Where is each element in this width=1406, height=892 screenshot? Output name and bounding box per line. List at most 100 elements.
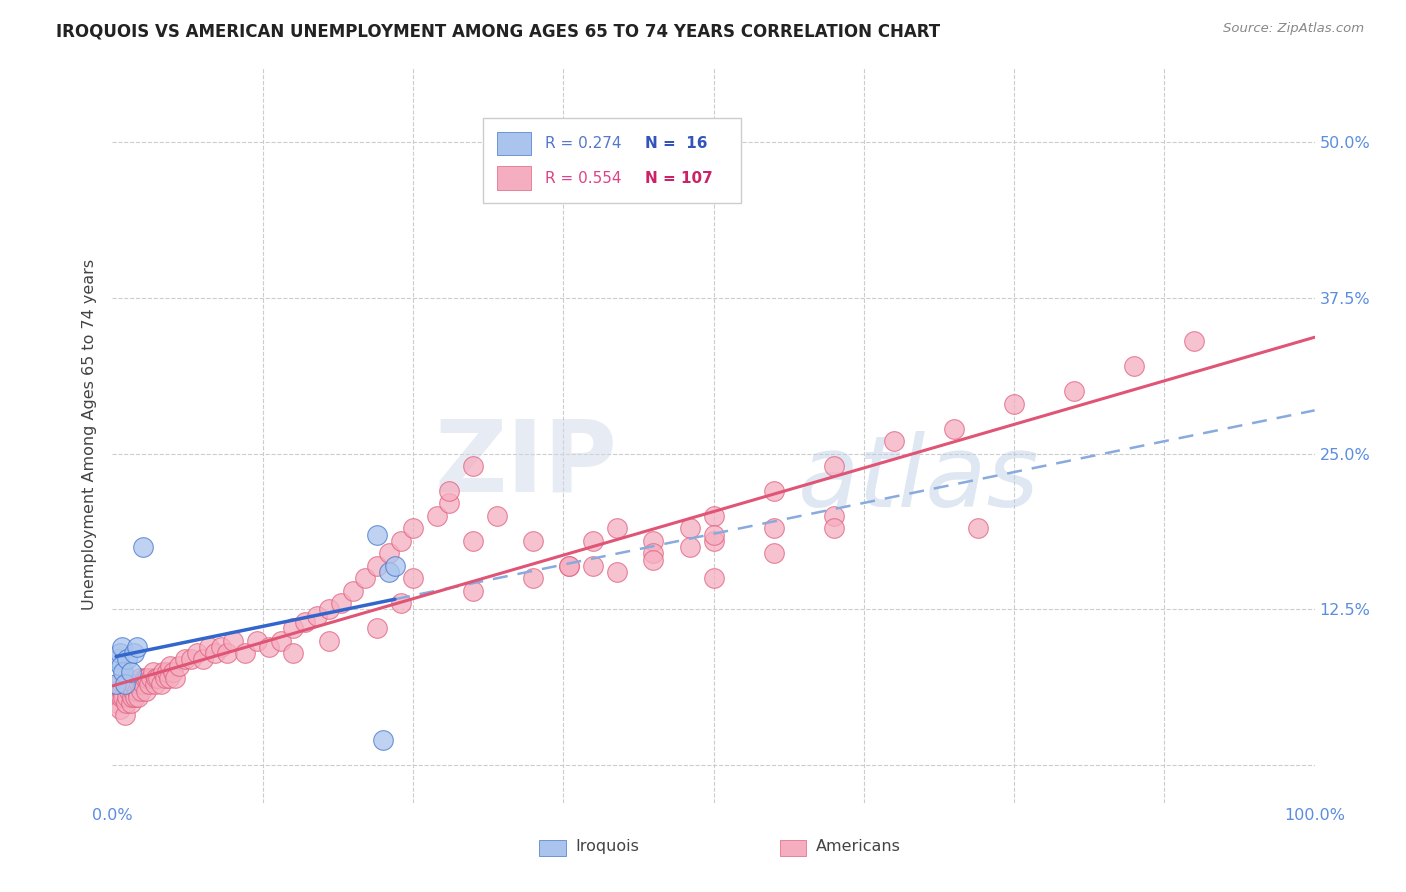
- Point: [127, 690, 149, 704]
- Point: [606, 521, 628, 535]
- Point: [191, 652, 214, 666]
- Point: [643, 546, 665, 560]
- FancyBboxPatch shape: [498, 166, 531, 190]
- Text: atlas: atlas: [797, 431, 1039, 527]
- Point: [112, 690, 135, 704]
- Point: [643, 552, 665, 566]
- Point: [143, 677, 166, 691]
- Point: [105, 696, 128, 710]
- Point: [120, 665, 142, 679]
- Point: [823, 458, 845, 473]
- Point: [136, 671, 159, 685]
- Point: [389, 533, 412, 548]
- Point: [384, 558, 406, 573]
- Point: [883, 434, 905, 448]
- Point: [159, 658, 181, 673]
- Point: [110, 690, 132, 704]
- Point: [678, 540, 700, 554]
- Point: [186, 646, 208, 660]
- Point: [107, 652, 129, 666]
- Point: [118, 683, 141, 698]
- Point: [678, 521, 700, 535]
- Point: [180, 652, 202, 666]
- Point: [215, 646, 238, 660]
- Point: [204, 646, 226, 660]
- Y-axis label: Unemployment Among Ages 65 to 74 years: Unemployment Among Ages 65 to 74 years: [82, 260, 97, 610]
- Point: [967, 521, 990, 535]
- Point: [139, 671, 162, 685]
- Point: [162, 665, 184, 679]
- Point: [371, 733, 394, 747]
- Point: [402, 521, 425, 535]
- Point: [209, 640, 232, 654]
- Point: [173, 652, 195, 666]
- Point: [558, 558, 581, 573]
- Text: R = 0.554: R = 0.554: [546, 170, 621, 186]
- Point: [402, 571, 425, 585]
- Point: [703, 571, 725, 585]
- Point: [942, 422, 965, 436]
- Point: [582, 558, 605, 573]
- Point: [703, 533, 725, 548]
- Point: [762, 483, 785, 498]
- Point: [112, 665, 135, 679]
- Text: ZIP: ZIP: [434, 416, 617, 513]
- Point: [1123, 359, 1146, 374]
- Point: [318, 602, 340, 616]
- Point: [131, 540, 153, 554]
- Point: [703, 508, 725, 523]
- Point: [342, 583, 364, 598]
- Text: N = 107: N = 107: [645, 170, 713, 186]
- Point: [128, 677, 150, 691]
- Text: N =  16: N = 16: [645, 136, 707, 151]
- Point: [155, 665, 177, 679]
- Point: [138, 677, 160, 691]
- FancyBboxPatch shape: [498, 132, 531, 155]
- Point: [197, 640, 219, 654]
- Point: [129, 671, 152, 685]
- Point: [762, 546, 785, 560]
- Point: [117, 677, 139, 691]
- Point: [522, 571, 544, 585]
- Text: IROQUOIS VS AMERICAN UNEMPLOYMENT AMONG AGES 65 TO 74 YEARS CORRELATION CHART: IROQUOIS VS AMERICAN UNEMPLOYMENT AMONG …: [56, 22, 941, 40]
- Point: [142, 665, 165, 679]
- Point: [149, 677, 172, 691]
- FancyBboxPatch shape: [540, 839, 565, 855]
- Point: [354, 571, 377, 585]
- Point: [246, 633, 269, 648]
- Point: [558, 558, 581, 573]
- Point: [111, 683, 134, 698]
- Point: [378, 565, 401, 579]
- Point: [124, 690, 146, 704]
- Point: [115, 690, 138, 704]
- Point: [163, 671, 186, 685]
- Point: [131, 677, 153, 691]
- Text: Iroquois: Iroquois: [575, 839, 640, 855]
- Point: [1184, 334, 1206, 349]
- Point: [110, 658, 132, 673]
- Point: [426, 508, 449, 523]
- Point: [281, 621, 304, 635]
- Point: [305, 608, 328, 623]
- Point: [270, 633, 292, 648]
- Point: [122, 677, 145, 691]
- Text: Americans: Americans: [815, 839, 901, 855]
- Point: [486, 508, 509, 523]
- Point: [703, 527, 725, 541]
- Point: [122, 683, 145, 698]
- Point: [823, 521, 845, 535]
- Point: [281, 646, 304, 660]
- Point: [125, 640, 148, 654]
- Point: [461, 458, 484, 473]
- Point: [378, 546, 401, 560]
- Point: [366, 527, 388, 541]
- Point: [294, 615, 316, 629]
- Point: [366, 621, 388, 635]
- Point: [329, 596, 352, 610]
- Point: [111, 640, 134, 654]
- Point: [114, 696, 136, 710]
- Point: [389, 596, 412, 610]
- Point: [461, 533, 484, 548]
- FancyBboxPatch shape: [780, 839, 806, 855]
- Point: [152, 665, 174, 679]
